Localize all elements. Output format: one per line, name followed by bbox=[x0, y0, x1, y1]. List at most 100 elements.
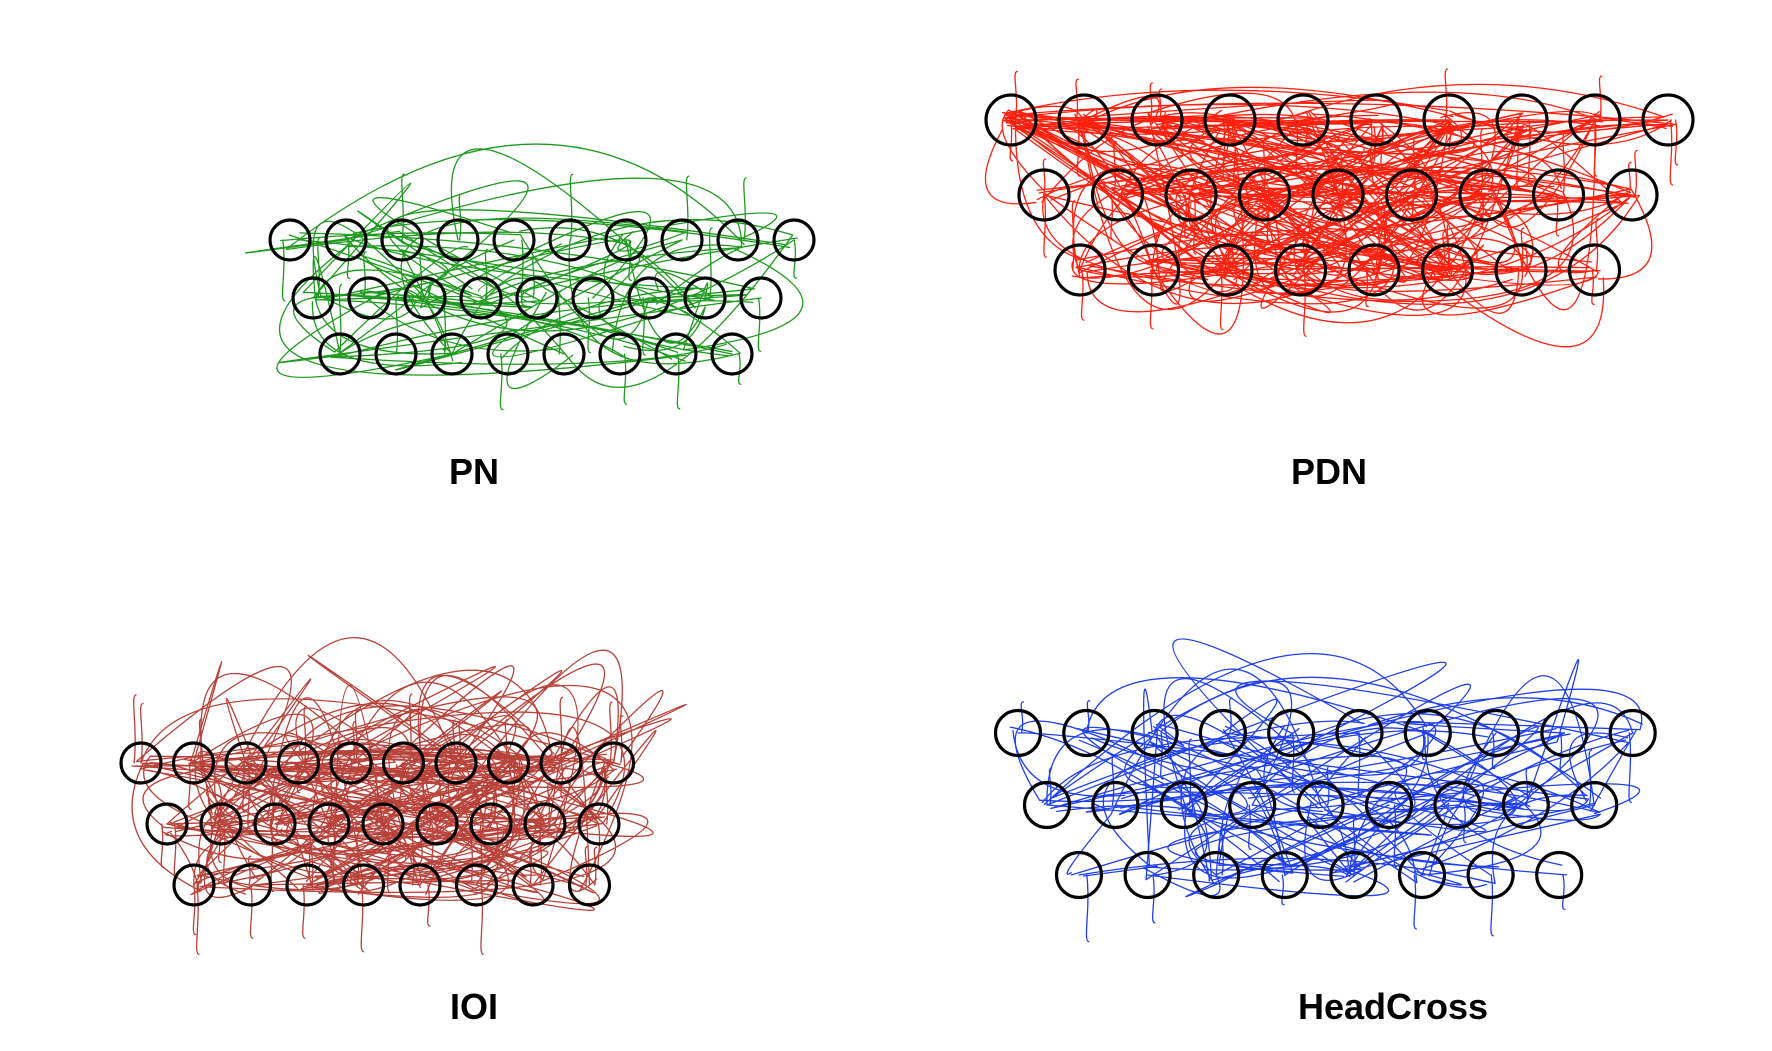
ioi-trace-stem bbox=[408, 693, 413, 764]
pdn-trace-path bbox=[1301, 266, 1590, 276]
pn-target-circle-r1-6 bbox=[548, 218, 592, 262]
ioi-target-circle-r1-1 bbox=[119, 741, 163, 785]
ioi-trace-stem bbox=[512, 762, 516, 817]
pdn-target-circle-r1-7 bbox=[1422, 93, 1476, 147]
pdn-target-circle-r1-4 bbox=[1203, 93, 1257, 147]
pdn-trace-stem bbox=[1331, 162, 1336, 196]
pdn-trace-stem bbox=[1075, 78, 1079, 121]
pdn-trace-stem bbox=[1149, 269, 1154, 330]
pn-trace-stem bbox=[587, 297, 591, 354]
pdn-trace-path bbox=[1305, 165, 1444, 268]
ioi-trace-path bbox=[173, 707, 396, 825]
ioi-target-circle-r1-8 bbox=[486, 741, 531, 785]
pdn-trace-stem bbox=[1411, 194, 1415, 223]
headcross-trace-stem bbox=[1020, 701, 1025, 734]
ioi-trace-stem bbox=[188, 762, 192, 810]
pn-target-circle-r2-2 bbox=[347, 276, 391, 320]
pdn-trace-path bbox=[1075, 121, 1395, 305]
ioi-trace-stem bbox=[310, 841, 315, 886]
headcross-target-circle-r3-2 bbox=[1123, 850, 1172, 900]
headcross-trace-stem bbox=[1525, 767, 1530, 806]
pdn-trace-stem bbox=[1219, 269, 1224, 331]
ioi-trace-path bbox=[199, 767, 556, 773]
pdn-trace-stem bbox=[1365, 269, 1369, 308]
pdn-trace-path bbox=[1116, 139, 1365, 262]
pn-trace-stem bbox=[532, 256, 536, 299]
pn-trace-path bbox=[302, 182, 733, 353]
pn-trace-path bbox=[352, 218, 791, 249]
pn-trace-path bbox=[355, 209, 786, 355]
ioi-trace-path bbox=[190, 788, 460, 896]
headcross-trace-path bbox=[1066, 668, 1322, 875]
pdn-target-circle-r1-5 bbox=[1276, 93, 1330, 147]
pn-target-circle-r1-4 bbox=[436, 218, 480, 262]
headcross-target-circle-r2-6 bbox=[1364, 780, 1414, 830]
pdn-trace-stem bbox=[1262, 137, 1267, 196]
pdn-trace-path bbox=[1149, 92, 1298, 127]
pdn-trace-stem bbox=[1380, 119, 1384, 169]
ioi-trace-stem bbox=[356, 831, 361, 886]
pdn-trace-path bbox=[1101, 181, 1523, 271]
headcross-trace-path bbox=[1119, 730, 1489, 815]
pdn-trace-path bbox=[1015, 115, 1603, 123]
pn-target-circle-r3-4 bbox=[486, 332, 530, 376]
pdn-trace-stem bbox=[1591, 269, 1595, 306]
pdn-trace-stem bbox=[1071, 200, 1076, 271]
headcross-trace-stem bbox=[1291, 732, 1296, 793]
ioi-panel-label: IOI bbox=[450, 986, 498, 1027]
ioi-target-circle-r2-2 bbox=[199, 802, 243, 846]
headcross-target-circle-r2-1 bbox=[1022, 780, 1072, 830]
pdn-trace-stem bbox=[1009, 119, 1014, 162]
headcross-trace-stem bbox=[1357, 732, 1362, 797]
ioi-trace-path bbox=[327, 690, 600, 827]
pdn-target-circle-r1-9 bbox=[1568, 93, 1622, 147]
pn-trace-stem bbox=[708, 227, 713, 299]
headcross-target-circle-r2-5 bbox=[1296, 780, 1345, 830]
headcross-trace-stem bbox=[1326, 765, 1331, 806]
ioi-trace-stem bbox=[386, 823, 391, 894]
headcross-target-circle-r3-1 bbox=[1054, 850, 1104, 900]
pdn-trace-stem bbox=[1516, 119, 1520, 189]
headcross-target-circle-r3-6 bbox=[1397, 850, 1447, 900]
ioi-trace-path bbox=[293, 742, 414, 771]
pdn-trace-path bbox=[1257, 119, 1596, 253]
ioi-target-circle-r3-1 bbox=[172, 863, 216, 907]
headcross-trace-path bbox=[1353, 732, 1634, 883]
headcross-trace-stem bbox=[1463, 804, 1467, 844]
ioi-trace-stem bbox=[427, 884, 431, 927]
pn-trace-path bbox=[297, 239, 715, 301]
pn-trace-path bbox=[478, 243, 563, 292]
ioi-target-circle-r1-3 bbox=[224, 741, 268, 785]
pdn-trace-path bbox=[1013, 111, 1193, 238]
pn-target-circle-r3-2 bbox=[374, 332, 418, 376]
ioi-target-circle-r1-6 bbox=[381, 741, 426, 785]
ioi-trace-path bbox=[135, 666, 567, 886]
ioi-trace-path bbox=[192, 732, 615, 809]
pdn-trace-stem bbox=[1302, 237, 1307, 271]
pn-trace-stem bbox=[676, 353, 681, 410]
pdn-trace-stem bbox=[1266, 194, 1271, 242]
pdn-target-circle-r3-3 bbox=[1200, 243, 1254, 297]
pdn-trace-paths bbox=[984, 68, 1679, 348]
pn-trace-path bbox=[395, 287, 698, 371]
headcross-target-circle-r2-8 bbox=[1501, 780, 1550, 830]
pdn-trace-stem bbox=[1080, 269, 1085, 321]
ioi-trace-stem bbox=[192, 884, 197, 936]
pdn-trace-stem bbox=[1527, 119, 1532, 186]
headcross-target-circle-r1-5 bbox=[1267, 708, 1316, 758]
pdn-trace-stem bbox=[1377, 223, 1382, 271]
headcross-trace-path bbox=[1348, 702, 1634, 874]
pdn-trace-path bbox=[1348, 193, 1556, 263]
ioi-trace-stem bbox=[222, 823, 227, 886]
pn-trace-stem bbox=[484, 248, 489, 299]
pdn-target-circle-r1-8 bbox=[1495, 93, 1549, 147]
panel-pdn: PDN bbox=[984, 68, 1695, 492]
headcross-trace-path bbox=[1082, 865, 1221, 897]
headcross-target-circle-r3-3 bbox=[1192, 850, 1241, 900]
headcross-trace-stem bbox=[1413, 874, 1418, 930]
pdn-trace-path bbox=[1152, 120, 1451, 335]
ioi-trace-stem bbox=[584, 845, 589, 886]
pn-trace-path bbox=[419, 211, 652, 309]
pn-trace-path bbox=[345, 239, 741, 365]
pdn-trace-path bbox=[1293, 83, 1665, 196]
